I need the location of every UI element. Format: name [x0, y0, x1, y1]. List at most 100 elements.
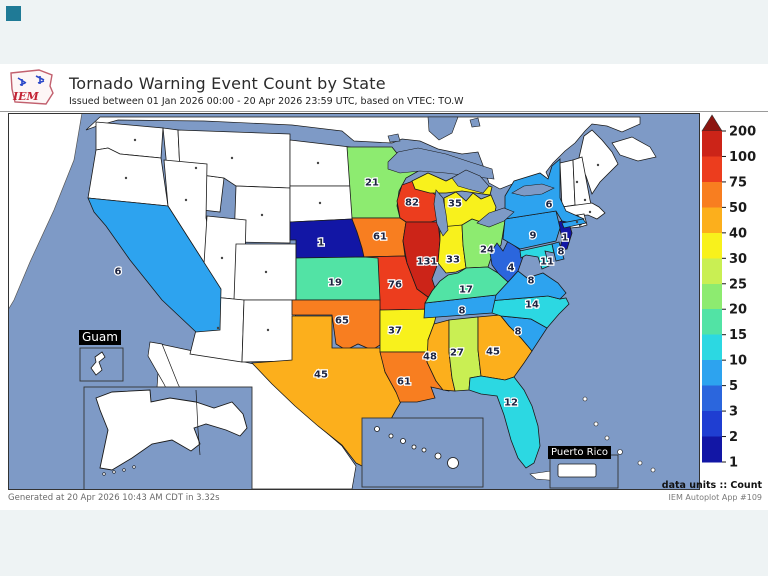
no-data-dot — [267, 329, 269, 331]
no-data-dot — [589, 211, 591, 213]
state-value-MD: 11 — [540, 257, 554, 268]
no-data-dot — [195, 167, 197, 169]
header-separator — [0, 111, 768, 112]
state-value-FL: 12 — [504, 398, 518, 409]
state-value-SC: 8 — [515, 327, 522, 338]
state-VT — [560, 160, 575, 207]
aleutian-island — [123, 469, 126, 472]
no-data-dot — [265, 271, 267, 273]
no-data-dot — [134, 139, 136, 141]
state-value-TN: 8 — [459, 306, 466, 317]
no-data-dot — [217, 327, 219, 329]
state-value-MI: 35 — [448, 199, 462, 210]
aleutian-island — [133, 466, 136, 469]
state-value-VA: 8 — [528, 276, 535, 287]
state-value-NE: 1 — [318, 238, 325, 249]
hawaii-island — [448, 458, 459, 469]
colorbar-segment-2 — [702, 182, 722, 208]
page-title: Tornado Warning Event Count by State — [69, 74, 386, 93]
puerto-rico-island — [558, 464, 596, 477]
state-value-IL: 131 — [417, 257, 438, 268]
state-value-AR: 37 — [388, 326, 402, 337]
no-data-dot — [231, 157, 233, 159]
colorbar-tick-label-100: 100 — [729, 150, 756, 165]
logo-text: IEM — [12, 90, 40, 103]
colorbar-tick-label-10: 10 — [729, 354, 747, 369]
state-value-LA: 61 — [397, 377, 411, 388]
state-value-IN: 33 — [446, 255, 460, 266]
colorbar-segment-11 — [702, 411, 722, 437]
state-NM — [242, 300, 296, 362]
hawaii-island — [435, 453, 441, 459]
hawaii-island — [422, 448, 426, 452]
no-data-dot — [317, 162, 319, 164]
state-value-OH: 24 — [480, 245, 494, 256]
colorbar-tick-label-3: 3 — [729, 405, 738, 420]
colorbar-tick-label-5: 5 — [729, 379, 738, 394]
data-units-label: data units :: Count — [662, 480, 762, 491]
colorbar-tick-label-2: 2 — [729, 430, 738, 445]
aleutian-island — [113, 471, 116, 474]
caribbean-island — [605, 436, 609, 440]
hawaii-island — [375, 427, 380, 432]
state-value-PA: 9 — [530, 231, 537, 242]
colorbar-legend: 20010075504030252015105321 — [700, 112, 768, 480]
state-value-DE: 8 — [558, 247, 565, 258]
no-data-dot — [125, 177, 127, 179]
colorbar-tick-label-15: 15 — [729, 328, 747, 343]
colorbar-segment-8 — [702, 335, 722, 361]
no-data-dot — [584, 199, 586, 201]
hawaii-island — [412, 445, 416, 449]
state-value-KY: 17 — [459, 285, 473, 296]
no-data-dot — [597, 164, 599, 166]
state-value-WI: 82 — [405, 198, 419, 209]
state-NE — [290, 219, 364, 258]
state-value-MO: 76 — [388, 280, 402, 291]
colorbar-segment-10 — [702, 386, 722, 412]
colorbar-tick-label-30: 30 — [729, 252, 747, 267]
aleutian-island — [103, 473, 106, 476]
colorbar-tick-label-40: 40 — [729, 226, 747, 241]
hawaii-inset — [362, 418, 483, 487]
colorbar-segment-5 — [702, 258, 722, 284]
caribbean-island — [618, 450, 623, 455]
colorbar-segment-12 — [702, 437, 722, 463]
autoplot-app-label: IEM Autoplot App #109 — [669, 493, 762, 502]
hawaii-island — [389, 434, 393, 438]
guam-inset-label: Guam — [79, 330, 121, 345]
colorbar-tick-label-1: 1 — [729, 456, 738, 471]
colorbar-segment-6 — [702, 284, 722, 310]
colorbar-tick-label-50: 50 — [729, 201, 747, 216]
caribbean-island — [594, 422, 598, 426]
no-data-dot — [576, 221, 578, 223]
puerto-rico-inset-label: Puerto Rico — [548, 446, 611, 459]
colorbar-tick-label-75: 75 — [729, 175, 747, 190]
caribbean-island — [638, 461, 642, 465]
state-value-AL: 27 — [450, 348, 464, 359]
state-value-KS: 19 — [328, 278, 342, 289]
no-data-dot — [221, 257, 223, 259]
caribbean-island — [651, 468, 655, 472]
state-value-CA: 6 — [115, 267, 122, 278]
colorbar-segment-3 — [702, 207, 722, 233]
no-data-dot — [261, 214, 263, 216]
colorbar-tick-label-20: 20 — [729, 303, 747, 318]
no-data-dot — [576, 181, 578, 183]
colorbar-segment-7 — [702, 309, 722, 335]
caribbean-island — [583, 397, 587, 401]
colorbar-segment-1 — [702, 156, 722, 182]
state-value-OK: 65 — [335, 316, 349, 327]
colorbar-overflow-arrow — [702, 115, 722, 131]
no-data-dot — [185, 199, 187, 201]
state-value-WV: 4 — [508, 263, 515, 274]
colorbar-segment-0 — [702, 131, 722, 157]
state-value-IA: 61 — [373, 232, 387, 243]
colorbar-segment-4 — [702, 233, 722, 259]
page-subtitle: Issued between 01 Jan 2026 00:00 - 20 Ap… — [69, 96, 464, 107]
generated-timestamp: Generated at 20 Apr 2026 10:43 AM CDT in… — [8, 493, 220, 503]
state-value-MN: 21 — [365, 178, 379, 189]
no-data-dot — [319, 202, 321, 204]
state-value-TX: 45 — [314, 370, 328, 381]
state-value-MS: 48 — [423, 352, 437, 363]
colorbar-tick-label-25: 25 — [729, 277, 747, 292]
